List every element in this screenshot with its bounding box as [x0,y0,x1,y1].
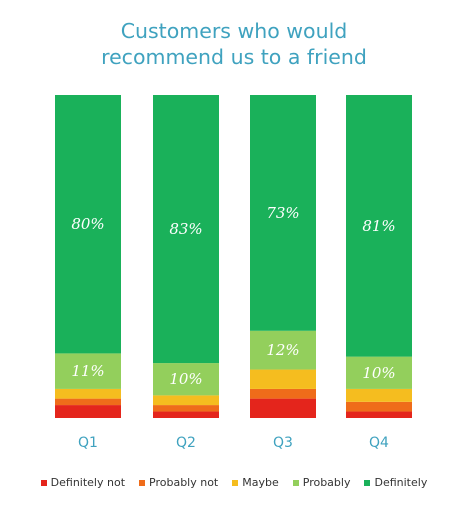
data-label: 83% [169,220,202,238]
legend-label: Probably not [149,476,219,489]
bar-q3-probably [250,330,316,370]
x-tick-label: Q2 [176,435,196,451]
bar-q1-definitely [55,95,121,354]
data-label: 80% [71,215,104,233]
x-tick-label: Q3 [273,435,293,451]
chart-title: Customers who would recommend us to a fr… [0,18,468,70]
bar-q4-maybe [346,388,412,402]
legend-swatch [232,479,239,486]
legend-item: Probably [292,476,351,489]
legend-label: Probably [302,476,351,489]
legend-swatch [40,479,47,486]
data-label: 10% [169,370,202,388]
legend-label: Definitely [374,476,428,489]
bar-q1-probably [55,353,121,389]
data-label: 10% [362,364,395,382]
bar-q1-probably-not [55,398,121,406]
legend-swatch [364,479,371,486]
data-label: 12% [266,341,299,359]
bar-q4-definitely-not [346,411,412,418]
x-tick-label: Q4 [369,435,389,451]
legend-label: Maybe [242,476,279,489]
legend-label: Definitely not [50,476,126,489]
bar-q4-definitely [346,95,412,357]
legend-swatch [292,479,299,486]
bar-q2-probably [153,363,219,396]
chart-title-line-2: recommend us to a friend [101,45,367,69]
legend-item: Definitely not [40,476,126,489]
bar-q2-maybe [153,395,219,406]
x-tick-label: Q1 [78,435,98,451]
data-label: 11% [71,362,104,380]
bar-q2-definitely [153,95,219,364]
legend-item: Probably not [139,476,218,489]
chart-legend: Definitely not Probably not Maybe Probably D… [0,476,468,489]
legend-swatch [139,479,146,486]
legend-item: Maybe [232,476,279,489]
bar-q1-maybe [55,388,121,399]
data-label: 81% [362,217,395,235]
legend-item: Definitely [364,476,427,489]
bar-q3-definitely-not [250,398,316,418]
bar-q4-probably-not [346,401,412,412]
data-label: 73% [266,204,299,222]
bar-q1-definitely-not [55,405,121,418]
bar-q3-definitely [250,95,316,331]
bar-q4-probably [346,356,412,389]
chart-title-line-1: Customers who would [120,19,348,43]
bar-q3-probably-not [250,388,316,399]
bar-q2-definitely-not [153,411,219,418]
bar-q3-maybe [250,369,316,389]
bar-q2-probably-not [153,405,219,412]
